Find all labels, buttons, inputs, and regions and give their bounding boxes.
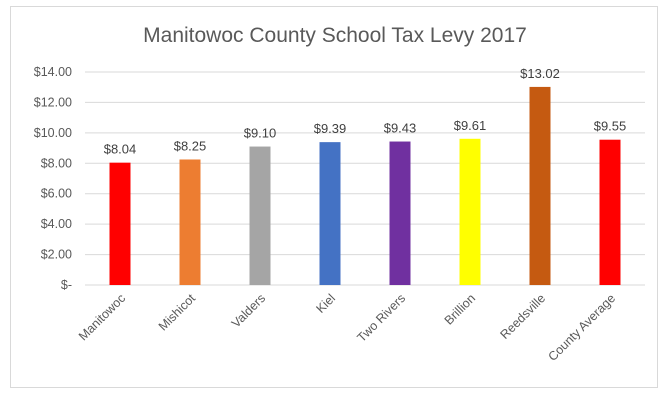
bar [179, 159, 201, 285]
y-tick-label: $4.00 [41, 217, 72, 231]
chart-title: Manitowoc County School Tax Levy 2017 [143, 24, 527, 47]
x-category-label: County Average [545, 291, 618, 364]
bars [109, 86, 621, 285]
bar [249, 146, 271, 285]
x-category-label: Mishicot [156, 291, 199, 334]
y-tick-label: $12.00 [34, 95, 72, 109]
bar [319, 142, 341, 285]
data-label: $8.04 [104, 142, 137, 157]
x-category-label: Manitowoc [76, 291, 128, 343]
bar [599, 139, 621, 285]
data-label: $9.39 [314, 121, 347, 136]
x-category-label: Kiel [313, 291, 338, 316]
y-axis-ticks: $- $2.00 $4.00 $6.00 $8.00 $10.00 $12.00 $14.00 [34, 65, 72, 292]
bar [459, 138, 481, 285]
bar [109, 162, 131, 285]
data-label: $8.25 [174, 138, 207, 153]
y-tick-label: $10.00 [34, 126, 72, 140]
x-category-label: Valders [229, 291, 268, 330]
y-tick-label: $14.00 [34, 65, 72, 79]
data-label: $9.55 [594, 119, 627, 134]
bar [389, 141, 411, 285]
y-tick-label: $8.00 [41, 156, 72, 170]
gridlines [85, 71, 645, 286]
data-label: $9.10 [244, 126, 277, 141]
data-label: $9.61 [454, 118, 487, 133]
bar [529, 86, 551, 285]
y-tick-label: $2.00 [41, 248, 72, 262]
data-labels: $8.04 $8.25 $9.10 $9.39 $9.43 $9.61 $13.02 $9.5… [104, 66, 627, 157]
x-category-label: Reedsville [497, 291, 548, 342]
y-tick-label: $6.00 [41, 187, 72, 201]
y-tick-label: $- [61, 278, 72, 292]
x-category-label: Two Rivers [355, 291, 409, 345]
data-label: $9.43 [384, 121, 417, 136]
data-label: $13.02 [520, 66, 560, 81]
x-category-label: Brillion [442, 291, 478, 327]
x-axis-categories: Manitowoc Mishicot Valders Kiel Two Rivers Br… [76, 291, 618, 364]
